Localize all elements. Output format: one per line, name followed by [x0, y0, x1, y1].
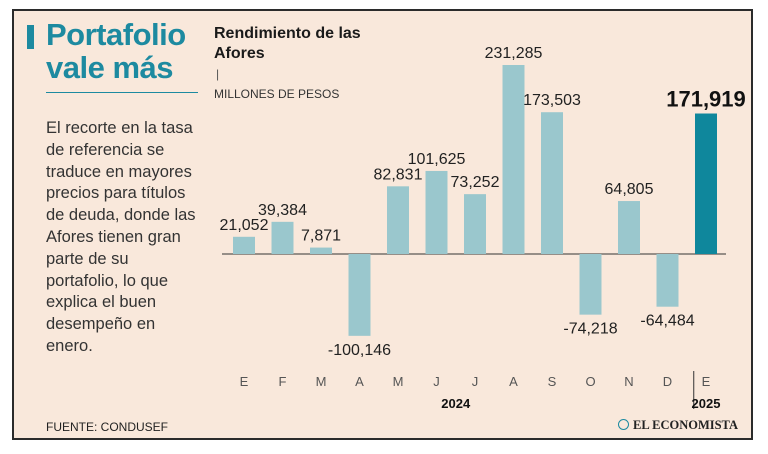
chart-title-line-2: Afores | MILLONES DE PESOS — [214, 44, 361, 104]
chart-title: Rendimiento de las Afores | MILLONES DE PE… — [214, 24, 361, 104]
x-tick-label: J — [472, 374, 479, 389]
value-label: 171,919 — [666, 87, 746, 112]
value-label: -74,218 — [563, 321, 617, 338]
x-tick-label: J — [433, 374, 440, 389]
chart-unit-label: | MILLONES DE PESOS — [214, 64, 361, 104]
bar — [425, 170, 448, 254]
value-label: 82,831 — [374, 166, 423, 183]
bar — [271, 221, 294, 254]
headline: Portafolio vale más — [46, 18, 186, 84]
value-label: 64,805 — [605, 181, 654, 198]
headline-accent-bar — [27, 25, 34, 49]
value-label: -64,484 — [640, 313, 694, 330]
x-tick-label: F — [279, 374, 287, 389]
body-text: El recorte en la tasa de referencia se t… — [46, 119, 196, 355]
x-tick-label: M — [316, 374, 327, 389]
x-tick-label: D — [663, 374, 672, 389]
chart-title-line-1: Rendimiento de las — [214, 25, 361, 42]
x-tick-label: M — [393, 374, 404, 389]
x-tick-label: A — [355, 374, 364, 389]
source-note: FUENTE: CONDUSEF — [46, 420, 169, 434]
x-tick-label: S — [548, 374, 557, 389]
bar — [618, 201, 640, 254]
headline-line-2: vale más — [46, 50, 173, 85]
value-label: -100,146 — [328, 342, 391, 359]
year-label: 2024 — [441, 396, 471, 411]
brand-icon — [618, 419, 629, 430]
value-label: 73,252 — [451, 174, 500, 191]
value-label: 173,503 — [523, 92, 581, 109]
chart-unit-text: MILLONES DE PESOS — [214, 87, 340, 101]
x-tick-label: E — [240, 374, 249, 389]
value-label: 21,052 — [220, 217, 269, 234]
x-tick-label: N — [624, 374, 633, 389]
title-separator: | — [216, 67, 220, 81]
headline-line-1: Portafolio — [46, 17, 186, 52]
bar — [233, 236, 255, 254]
bar — [656, 254, 679, 307]
chart-title-line-2-text: Afores — [214, 45, 265, 62]
bar — [541, 112, 563, 254]
x-tick-label: O — [585, 374, 595, 389]
year-label: 2025 — [692, 396, 721, 411]
value-label: 39,384 — [258, 202, 307, 219]
value-label: 7,871 — [301, 228, 341, 245]
brand-name: EL ECONOMISTA — [633, 418, 738, 432]
value-label: 101,625 — [408, 151, 466, 168]
bar — [387, 186, 409, 254]
bar — [348, 254, 371, 336]
bar — [579, 254, 602, 315]
brand-logo: EL ECONOMISTA — [618, 418, 738, 433]
headline-divider — [46, 92, 198, 93]
bar — [695, 113, 717, 254]
bar — [502, 65, 525, 254]
x-tick-label: A — [509, 374, 518, 389]
bar — [310, 247, 332, 254]
value-label: 231,285 — [485, 45, 543, 62]
bar — [464, 194, 486, 254]
x-tick-label: E — [702, 374, 711, 389]
